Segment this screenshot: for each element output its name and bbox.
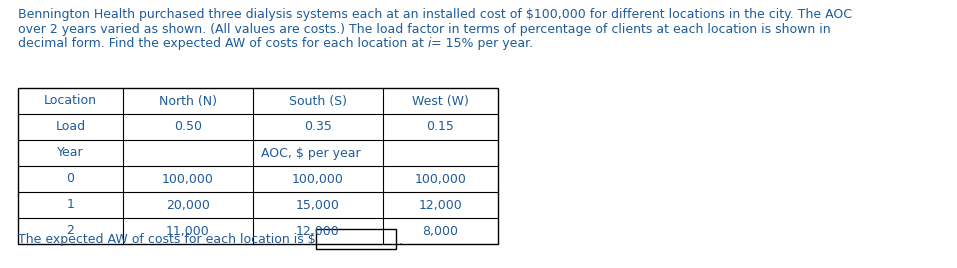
Bar (316, 229, 396, 249)
Text: = 15% per year.: = 15% per year. (432, 37, 533, 50)
Text: decimal form. Find the expected AW of costs for each location at: decimal form. Find the expected AW of co… (18, 37, 428, 50)
Text: 11,000: 11,000 (167, 225, 210, 237)
Text: 100,000: 100,000 (292, 173, 344, 185)
Text: Location: Location (44, 95, 97, 107)
Text: Bennington Health purchased three dialysis systems each at an installed cost of : Bennington Health purchased three dialys… (18, 8, 852, 21)
Text: Year: Year (57, 147, 84, 159)
Text: 1: 1 (67, 199, 75, 211)
Text: over 2 years varied as shown. (All values are costs.) The load factor in terms o: over 2 years varied as shown. (All value… (18, 23, 831, 35)
Text: 12,000: 12,000 (418, 199, 462, 211)
Text: 2: 2 (67, 225, 75, 237)
Text: Load: Load (56, 121, 85, 133)
Text: 15,000: 15,000 (296, 199, 340, 211)
Text: 12,000: 12,000 (296, 225, 340, 237)
Text: North (N): North (N) (159, 95, 217, 107)
Text: .: . (399, 233, 403, 247)
Text: AOC, $ per year: AOC, $ per year (260, 147, 361, 159)
Text: 0.35: 0.35 (304, 121, 332, 133)
Text: The expected AW of costs for each location is $: The expected AW of costs for each locati… (18, 233, 316, 247)
Text: 0: 0 (66, 173, 75, 185)
Text: 0.50: 0.50 (174, 121, 202, 133)
Text: 100,000: 100,000 (414, 173, 466, 185)
Text: 20,000: 20,000 (167, 199, 210, 211)
Text: South (S): South (S) (289, 95, 347, 107)
Text: i: i (428, 37, 432, 50)
Text: 100,000: 100,000 (162, 173, 214, 185)
Text: 8,000: 8,000 (422, 225, 458, 237)
Text: 0.15: 0.15 (427, 121, 455, 133)
Bar (18, 88, 498, 244)
Text: West (W): West (W) (412, 95, 469, 107)
